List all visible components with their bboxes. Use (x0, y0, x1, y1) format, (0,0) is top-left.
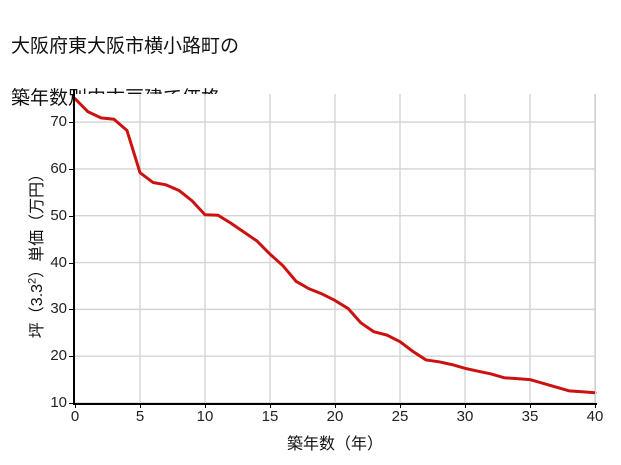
y-tick-label: 10 (50, 394, 67, 411)
x-tick-label: 40 (586, 408, 604, 425)
right-spine (595, 94, 596, 403)
x-tick-mark (595, 403, 596, 408)
y-tick-mark (69, 309, 74, 311)
y-tick-mark (69, 122, 74, 124)
plot-area (73, 94, 597, 404)
x-tick-mark (270, 403, 271, 408)
y-tick-mark (69, 403, 74, 404)
x-tick-label: 30 (456, 408, 474, 425)
y-tick-label: 40 (50, 253, 67, 271)
y-tick-mark (69, 168, 74, 170)
x-tick-label: 20 (326, 408, 344, 425)
x-tick-mark (530, 403, 531, 408)
x-axis-label: 築年数（年） (286, 436, 383, 453)
x-tick-label: 25 (391, 408, 409, 425)
chart-title-line-1: 大阪府東大阪市横小路町の (11, 36, 240, 57)
y-axis-label-superscript: 2 (26, 277, 39, 284)
x-tick-mark (140, 403, 141, 408)
x-tick-mark (205, 403, 206, 408)
y-tick-label: 60 (50, 159, 67, 177)
x-tick-mark (335, 403, 336, 408)
y-tick-mark (69, 215, 74, 217)
y-axis-spine (73, 90, 75, 405)
y-tick-label: 30 (50, 300, 67, 318)
x-tick-label: 0 (70, 408, 80, 425)
x-tick-mark (75, 403, 76, 408)
y-tick-label: 20 (50, 347, 67, 365)
x-tick-label: 15 (261, 408, 279, 425)
data-line-series (73, 97, 597, 395)
x-tick-mark (400, 403, 401, 408)
y-axis-label: 坪（3.32）単価（万円） (23, 87, 47, 417)
y-axis-label-pre: 坪（3.3 (29, 283, 46, 339)
y-tick-label: 50 (50, 206, 67, 224)
x-tick-label: 5 (135, 408, 145, 425)
y-axis-ticks: 10 20 30 40 50 60 70 (0, 0, 67, 465)
x-tick-label: 10 (196, 408, 214, 425)
y-axis-label-post: ）単価（万円） (29, 165, 46, 278)
y-tick-mark (69, 262, 74, 264)
y-tick-label: 70 (50, 113, 67, 131)
y-tick-mark (69, 356, 74, 358)
x-tick-mark (465, 403, 466, 408)
x-tick-label: 35 (521, 408, 539, 425)
